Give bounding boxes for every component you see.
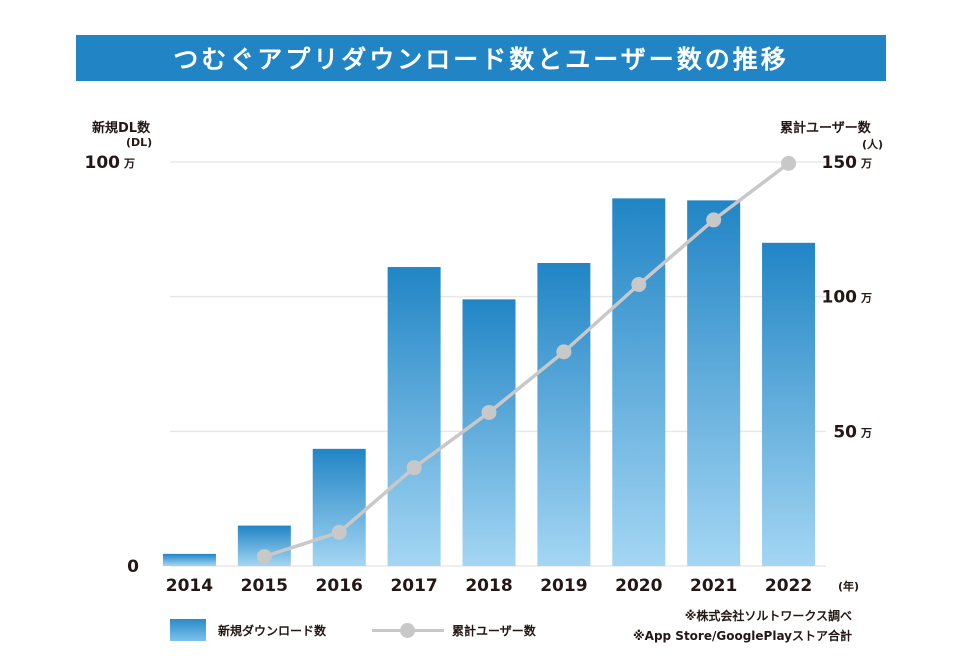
x-tick-label: 2016	[316, 576, 363, 596]
left-axis-label: 新規DL数	[92, 121, 151, 136]
users-point	[781, 155, 797, 171]
x-tick-label: 2022	[765, 576, 812, 596]
legend-item-downloads: 新規ダウンロード数	[170, 618, 326, 642]
x-tick-label: 2017	[390, 576, 437, 596]
x-tick-label: 2021	[690, 576, 737, 596]
x-tick-label: 2018	[465, 576, 512, 596]
legend-downloads-label: 新規ダウンロード数	[218, 623, 327, 638]
bar-2014	[162, 553, 216, 566]
bar-2018	[462, 299, 516, 566]
bar-2019	[537, 263, 591, 566]
legend-item-users: 累計ユーザー数	[372, 618, 536, 642]
right-axis-label: 累計ユーザー数	[780, 121, 871, 136]
users-point	[331, 524, 347, 540]
right-tick-label: 150	[822, 153, 858, 173]
bar-2017	[387, 267, 441, 566]
chart-title: つむぐアプリダウンロード数とユーザー数の推移	[76, 35, 886, 81]
source-note: ※App Store/GooglePlayストア合計	[632, 629, 852, 643]
right-tick-unit: 万	[860, 157, 872, 170]
x-tick-label: 2014	[166, 576, 213, 596]
users-point	[556, 344, 572, 360]
left-tick-label: 100	[85, 153, 121, 173]
bar-2016	[312, 448, 366, 566]
bar-2022	[762, 242, 816, 567]
x-axis-unit: (年)	[838, 579, 859, 593]
x-tick-label: 2020	[615, 576, 662, 596]
users-point	[631, 277, 647, 293]
bar-2021	[687, 200, 741, 566]
legend-line-swatch	[372, 619, 444, 641]
users-point	[706, 212, 722, 228]
left-tick-label: 0	[127, 557, 139, 577]
source-note: ※株式会社ソルトワークス調べ	[684, 609, 852, 623]
right-tick-unit: 万	[860, 292, 872, 305]
right-tick-unit: 万	[860, 426, 872, 439]
right-axis-unit: (人)	[862, 138, 884, 151]
legend-users-label: 累計ユーザー数	[452, 623, 536, 638]
legend-bar-swatch	[170, 619, 206, 641]
users-point	[256, 549, 272, 565]
source-notes: ※株式会社ソルトワークス調べ ※App Store/GooglePlayストア合…	[633, 606, 852, 646]
right-tick-label: 50	[833, 422, 857, 442]
users-line	[263, 161, 790, 559]
x-tick-label: 2015	[241, 576, 288, 596]
right-tick-label: 100	[822, 288, 858, 308]
users-point	[481, 404, 497, 420]
left-axis-unit: (DL)	[126, 136, 153, 149]
users-point	[406, 460, 422, 476]
bar-2020	[612, 198, 666, 567]
left-tick-unit: 万	[123, 157, 135, 170]
x-tick-label: 2019	[540, 576, 587, 596]
